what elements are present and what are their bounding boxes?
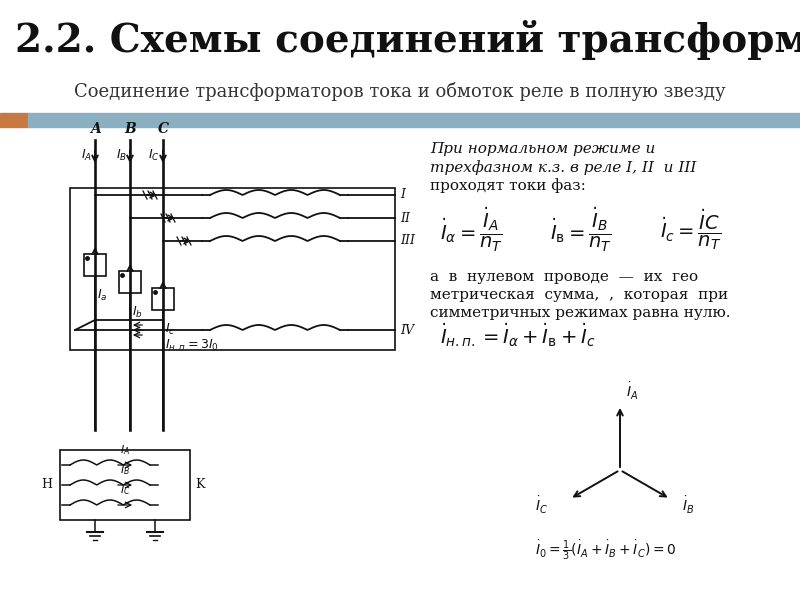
Text: $\dot{I}_0=\frac{1}{3}(\dot{I}_A+\dot{I}_B+\dot{I}_C)=0$: $\dot{I}_0=\frac{1}{3}(\dot{I}_A+\dot{I}…: [535, 538, 677, 562]
Text: $I_c$: $I_c$: [165, 322, 175, 337]
Text: Соединение трансформаторов тока и обмоток реле в полную звезду: Соединение трансформаторов тока и обмото…: [74, 82, 726, 101]
Bar: [0, 113, 28, 127]
Text: I: I: [400, 188, 405, 202]
Text: II: II: [400, 211, 410, 224]
Text: IV: IV: [400, 323, 414, 337]
Text: $\dot{I}_{н.п.}=\dot{I}_\alpha+\dot{I}_\mathrm{в}+\dot{I}_c$: $\dot{I}_{н.п.}=\dot{I}_\alpha+\dot{I}_\…: [440, 321, 595, 349]
Text: H: H: [41, 479, 52, 491]
Text: проходят токи фаз:: проходят токи фаз:: [430, 178, 586, 193]
Text: C: C: [158, 122, 169, 136]
Text: $\dot{I}_\alpha=\dfrac{\dot{I}_A}{n_T}$: $\dot{I}_\alpha=\dfrac{\dot{I}_A}{n_T}$: [440, 206, 503, 254]
Text: $I_b$: $I_b$: [132, 305, 143, 320]
Bar: [28, 113, 800, 127]
Bar: [84, 254, 106, 276]
Text: трехфазном к.з. в реле I, II  и III: трехфазном к.з. в реле I, II и III: [430, 160, 696, 175]
Text: $\dot{I}_c=\dfrac{\dot{I}C}{n_T}$: $\dot{I}_c=\dfrac{\dot{I}C}{n_T}$: [660, 208, 722, 253]
Text: $I_C$: $I_C$: [148, 148, 160, 163]
Text: При нормальном режиме и: При нормальном режиме и: [430, 142, 655, 156]
Text: $I_{н.п}=3I_0$: $I_{н.п}=3I_0$: [165, 337, 219, 353]
Text: $I_A$: $I_A$: [81, 148, 92, 163]
Text: 2.2. Схемы соединений трансформаторов тока: 2.2. Схемы соединений трансформаторов то…: [15, 20, 800, 60]
Text: $\dot{I}_C$: $\dot{I}_C$: [535, 494, 548, 515]
Bar: [119, 271, 141, 293]
Text: B: B: [124, 122, 136, 136]
Text: K: K: [195, 479, 205, 491]
Text: $I_B$: $I_B$: [120, 463, 130, 477]
Text: III: III: [400, 235, 415, 247]
Text: $I_A$: $I_A$: [120, 443, 130, 457]
Text: $\dot{I}_\mathrm{в}=\dfrac{\dot{I}_B}{n_T}$: $\dot{I}_\mathrm{в}=\dfrac{\dot{I}_B}{n_…: [550, 206, 612, 254]
Text: а  в  нулевом  проводе  —  их  гео: а в нулевом проводе — их гео: [430, 270, 698, 284]
Text: A: A: [90, 122, 100, 136]
Bar: [60, 450, 190, 520]
Bar: [152, 288, 174, 310]
Text: $I_B$: $I_B$: [116, 148, 127, 163]
Text: симметричных режимах равна нулю.: симметричных режимах равна нулю.: [430, 306, 730, 320]
Text: $I_C$: $I_C$: [120, 483, 130, 497]
Text: $\dot{I}_A$: $\dot{I}_A$: [626, 381, 638, 402]
Text: метрическая  сумма,  ,  которая  при: метрическая сумма, , которая при: [430, 288, 728, 302]
Bar: [70, 188, 395, 350]
Text: $\dot{I}_B$: $\dot{I}_B$: [682, 494, 694, 515]
Text: $I_a$: $I_a$: [97, 288, 107, 303]
